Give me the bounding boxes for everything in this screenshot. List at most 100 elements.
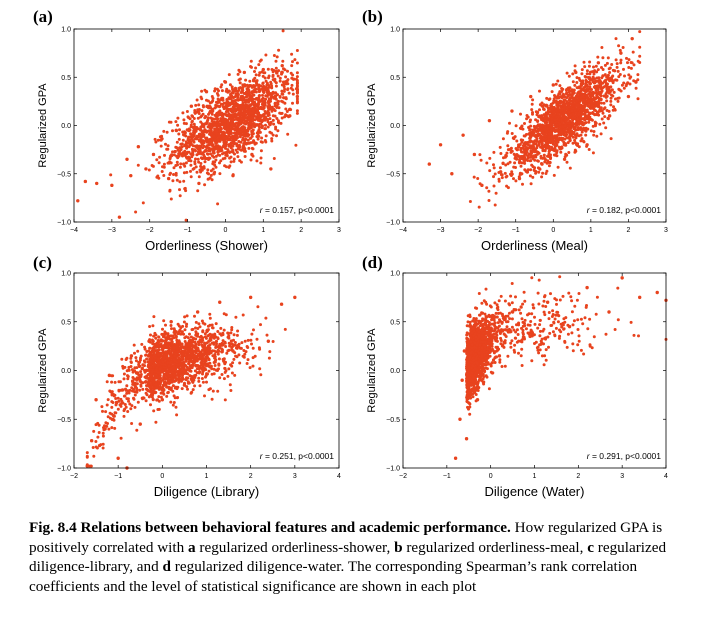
scatter-point bbox=[197, 108, 201, 111]
scatter-point bbox=[556, 100, 560, 104]
scatter-point bbox=[223, 139, 227, 143]
scatter-point bbox=[638, 61, 642, 64]
scatter-point bbox=[243, 155, 247, 158]
scatter-point bbox=[207, 388, 211, 392]
data-point bbox=[288, 114, 292, 118]
x-tick-label: −3 bbox=[108, 227, 116, 234]
scatter-point bbox=[520, 161, 524, 165]
scatter-point bbox=[586, 115, 590, 118]
scatter-point bbox=[275, 55, 279, 59]
scatter-point bbox=[254, 107, 258, 111]
scatter-point bbox=[199, 95, 203, 99]
scatter-point bbox=[206, 116, 210, 120]
scatter-point bbox=[233, 341, 237, 344]
scatter-point bbox=[581, 123, 585, 127]
scatter-point bbox=[227, 73, 231, 77]
scatter-point bbox=[214, 344, 218, 348]
panel-label: (a) bbox=[33, 7, 53, 26]
scatter-point bbox=[113, 380, 117, 384]
scatter-point bbox=[250, 134, 254, 138]
scatter-point bbox=[180, 330, 184, 334]
scatter-point bbox=[238, 86, 242, 90]
scatter-point bbox=[540, 140, 544, 144]
scatter-point bbox=[157, 176, 161, 180]
scatter-point bbox=[94, 440, 98, 443]
scatter-point bbox=[248, 107, 252, 111]
scatter-point bbox=[282, 85, 286, 89]
scatter-point bbox=[249, 65, 252, 68]
data-point bbox=[250, 152, 254, 157]
scatter-point bbox=[547, 150, 551, 154]
scatter-point bbox=[211, 148, 215, 151]
data-point bbox=[607, 114, 612, 118]
scatter-point bbox=[242, 144, 245, 148]
scatter-point bbox=[494, 191, 498, 195]
scatter-point bbox=[281, 59, 285, 63]
scatter-point bbox=[538, 103, 542, 107]
scatter-point bbox=[527, 126, 531, 130]
scatter-point bbox=[194, 165, 198, 169]
scatter-point bbox=[251, 97, 255, 101]
y-tick-label: −1.0 bbox=[57, 220, 71, 227]
y-tick-label: 0.5 bbox=[390, 75, 400, 82]
scatter-point bbox=[512, 137, 516, 141]
scatter-point bbox=[138, 374, 142, 378]
scatter-point bbox=[257, 63, 261, 67]
scatter-point bbox=[188, 143, 192, 147]
scatter-point bbox=[631, 50, 635, 54]
scatter-point bbox=[235, 333, 239, 337]
x-tick-label: −2 bbox=[474, 227, 482, 234]
scatter-point bbox=[609, 99, 613, 103]
scatter-point bbox=[525, 117, 529, 121]
scatter-point bbox=[500, 176, 504, 180]
scatter-point bbox=[548, 140, 552, 144]
scatter-point bbox=[161, 391, 165, 395]
scatter-point bbox=[222, 328, 226, 332]
scatter-point bbox=[203, 160, 207, 164]
scatter-point bbox=[274, 97, 278, 101]
scatter-point bbox=[580, 93, 584, 97]
scatter-point bbox=[149, 383, 153, 387]
scatter-panel: (b)−4 −3 −2 −1 0 1 2 31.00.50.0−0.5−1.0Orderlin… bbox=[362, 7, 668, 253]
scatter-point bbox=[200, 377, 204, 380]
x-tick-label: −4 bbox=[70, 227, 78, 234]
scatter-point bbox=[539, 145, 543, 149]
scatter-point bbox=[101, 409, 104, 413]
scatter-point bbox=[196, 116, 200, 120]
scatter-point bbox=[149, 403, 152, 407]
scatter-point bbox=[520, 157, 524, 161]
scatter-point bbox=[230, 120, 234, 124]
scatter-point bbox=[92, 454, 96, 458]
scatter-point bbox=[164, 339, 167, 343]
scatter-point bbox=[228, 164, 232, 168]
scatter-point bbox=[545, 96, 549, 100]
x-axis-label: Orderliness (Shower) bbox=[145, 238, 268, 253]
scatter-point bbox=[281, 100, 285, 104]
scatter-point bbox=[134, 356, 138, 360]
scatter-point bbox=[240, 126, 243, 130]
scatter-point bbox=[547, 164, 551, 168]
scatter-point bbox=[610, 63, 614, 66]
scatter-point bbox=[213, 87, 217, 91]
scatter-point bbox=[141, 387, 145, 391]
scatter-point bbox=[565, 160, 569, 164]
scatter-point bbox=[546, 145, 550, 149]
scatter-point bbox=[504, 154, 508, 157]
scatter-point bbox=[519, 164, 523, 168]
scatter-point bbox=[561, 103, 565, 107]
scatter-point bbox=[636, 73, 640, 77]
scatter-point bbox=[274, 69, 278, 73]
scatter-point bbox=[272, 107, 275, 111]
scatter-point bbox=[552, 110, 556, 114]
scatter-point bbox=[178, 128, 181, 132]
scatter-point bbox=[246, 128, 250, 132]
scatter-point bbox=[559, 138, 563, 141]
scatter-point bbox=[204, 138, 208, 142]
scatter-point bbox=[101, 446, 105, 450]
scatter-point bbox=[206, 152, 210, 156]
data-point bbox=[540, 162, 544, 166]
scatter-point bbox=[541, 149, 545, 153]
scatter-point bbox=[580, 137, 584, 141]
scatter-point bbox=[240, 112, 244, 116]
scatter-point bbox=[236, 92, 240, 96]
